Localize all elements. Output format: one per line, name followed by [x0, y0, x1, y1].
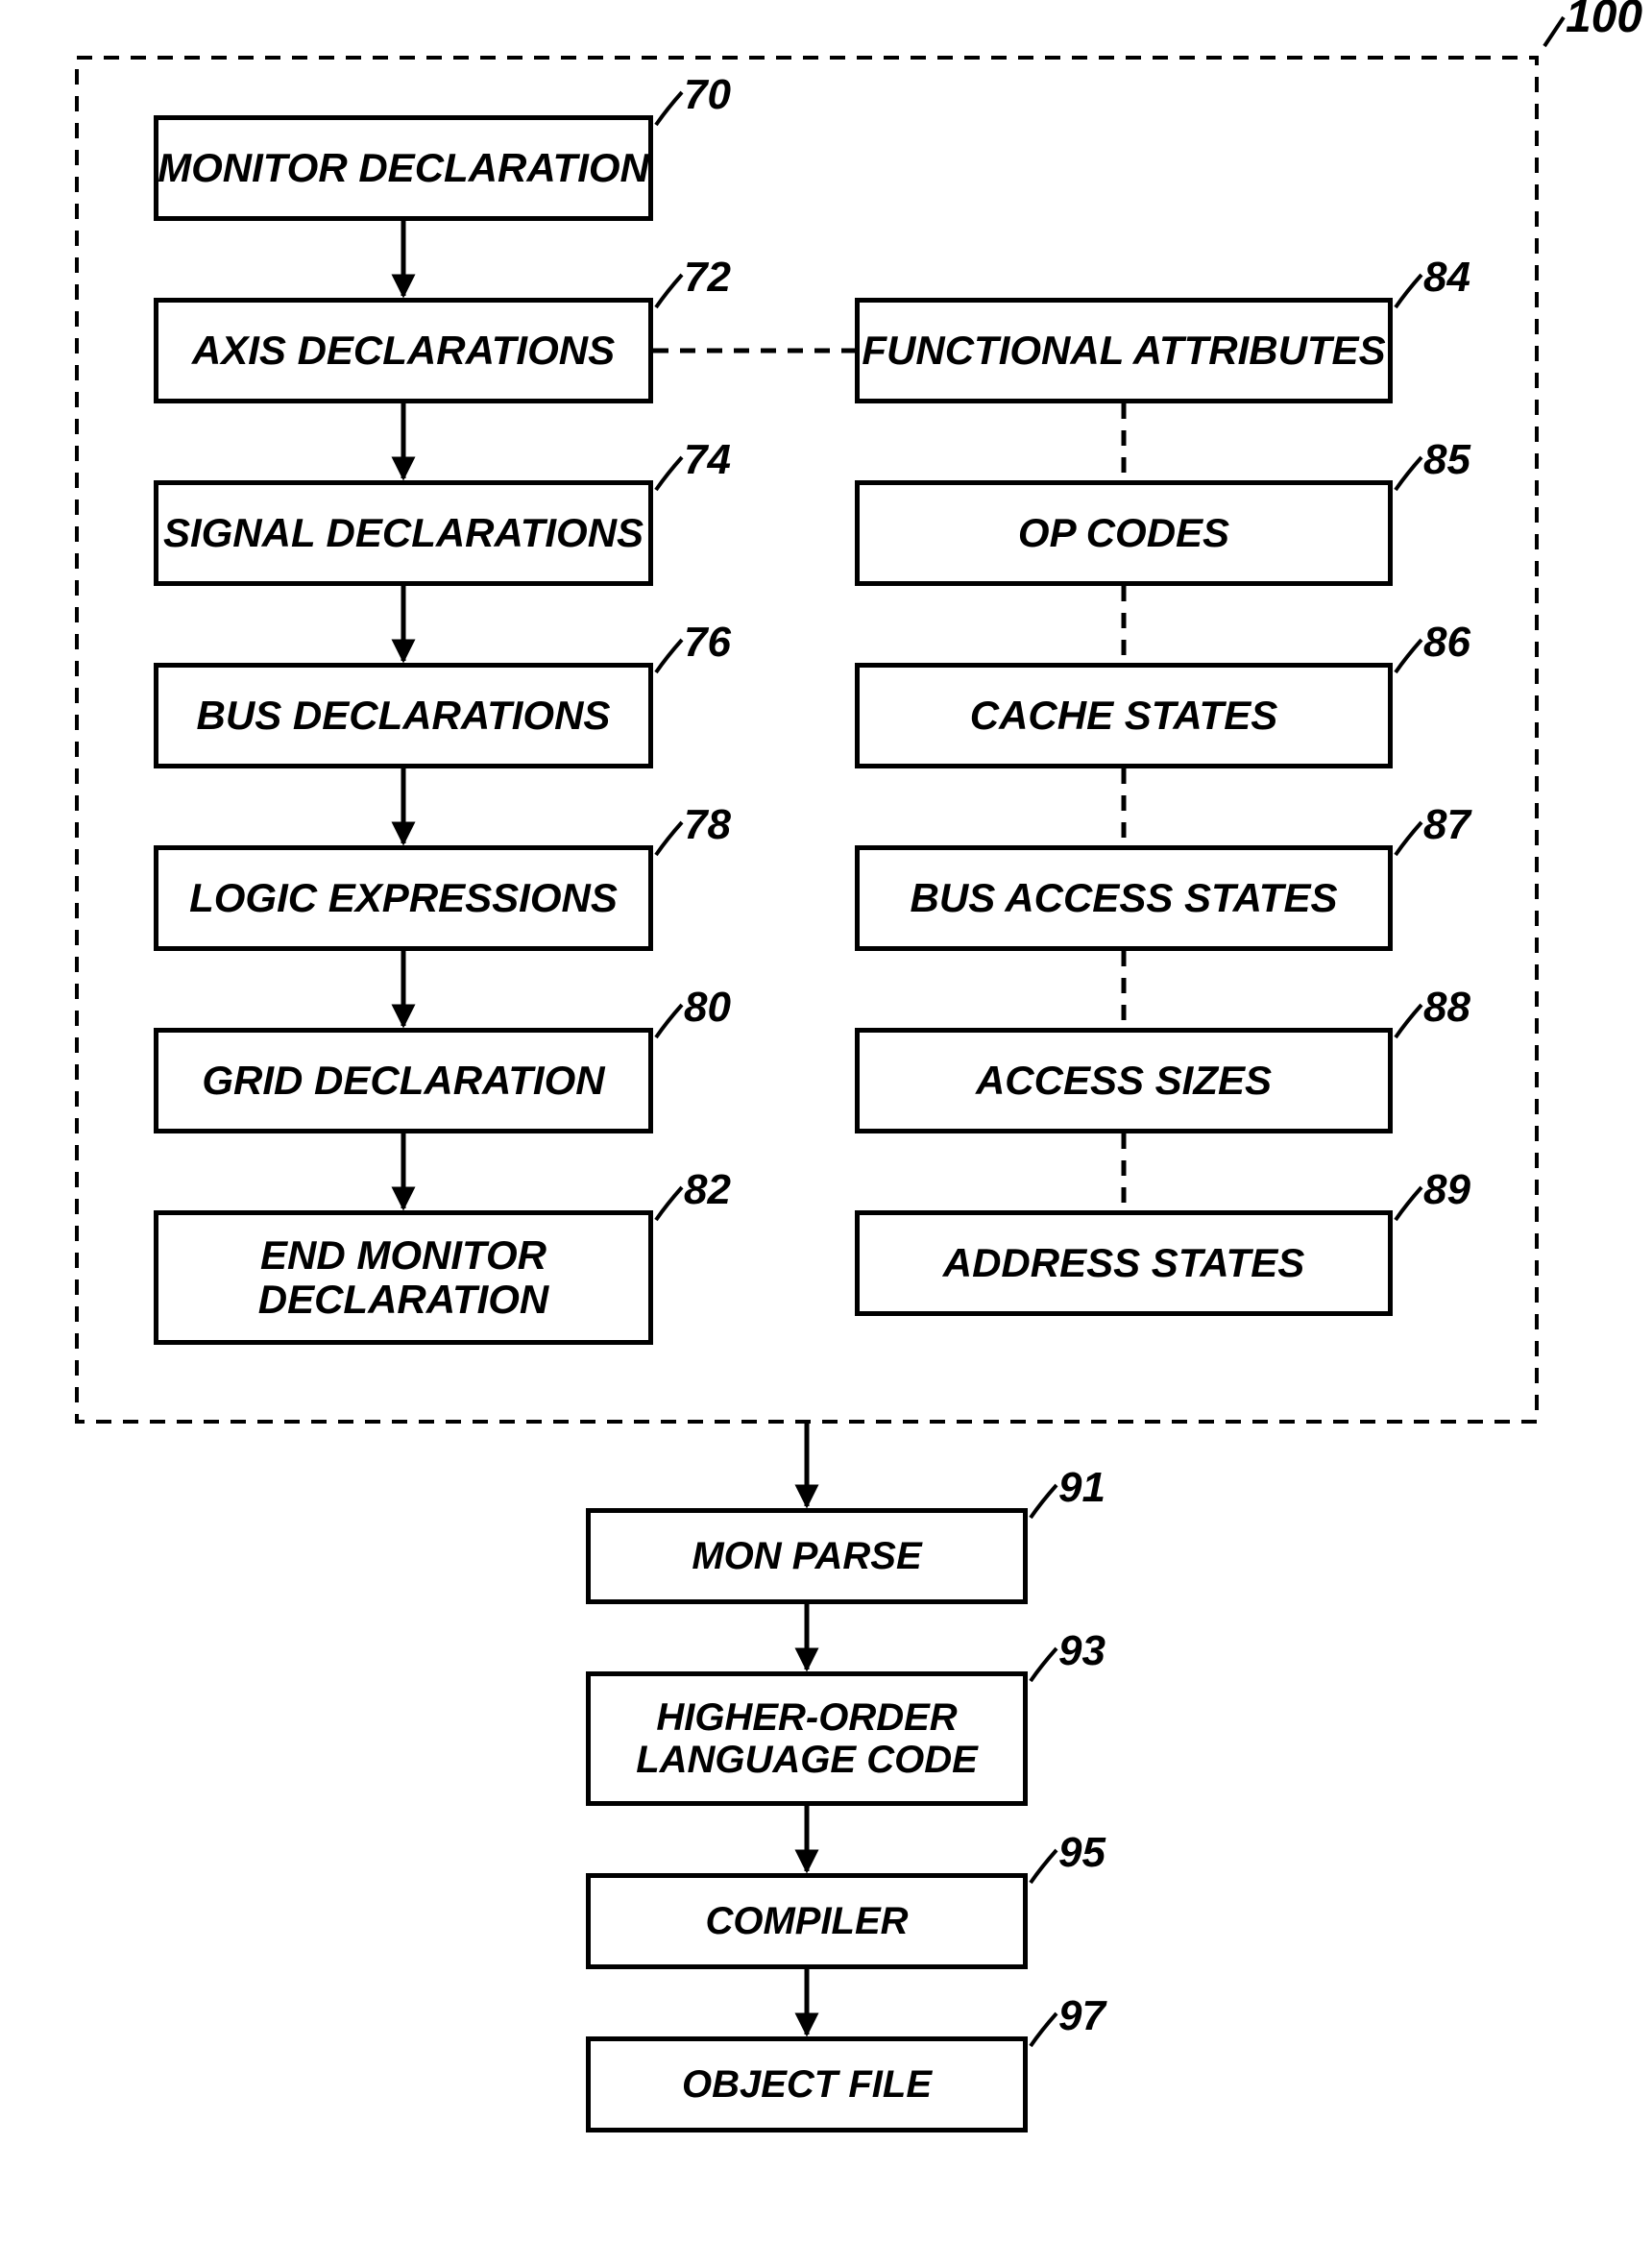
- ref-label-85: 85: [1423, 436, 1470, 484]
- ref-label-95: 95: [1058, 1829, 1105, 1877]
- node-end-monitor-declaration: END MONITOR DECLARATION: [154, 1210, 653, 1345]
- node-compiler: COMPILER: [586, 1873, 1028, 1969]
- ref-label-91: 91: [1058, 1464, 1105, 1512]
- ref-label-70: 70: [684, 71, 731, 119]
- ref-label-89: 89: [1423, 1166, 1470, 1214]
- ref-label-78: 78: [684, 801, 731, 849]
- node-grid-declaration: GRID DECLARATION: [154, 1028, 653, 1133]
- ref-label-86: 86: [1423, 619, 1470, 667]
- node-cache-states: CACHE STATES: [855, 663, 1393, 768]
- ref-label-93: 93: [1058, 1627, 1105, 1675]
- ref-label-100: 100: [1566, 0, 1642, 43]
- ref-label-80: 80: [684, 984, 731, 1032]
- ref-label-88: 88: [1423, 984, 1470, 1032]
- ref-label-82: 82: [684, 1166, 731, 1214]
- node-axis-declarations: AXIS DECLARATIONS: [154, 298, 653, 403]
- node-monitor-declaration: MONITOR DECLARATION: [154, 115, 653, 221]
- ref-label-76: 76: [684, 619, 731, 667]
- ref-label-72: 72: [684, 254, 731, 302]
- node-bus-access-states: BUS ACCESS STATES: [855, 845, 1393, 951]
- ref-label-84: 84: [1423, 254, 1470, 302]
- node-access-sizes: ACCESS SIZES: [855, 1028, 1393, 1133]
- node-object-file: OBJECT FILE: [586, 2036, 1028, 2132]
- node-bus-declarations: BUS DECLARATIONS: [154, 663, 653, 768]
- ref-label-74: 74: [684, 436, 731, 484]
- node-signal-declarations: SIGNAL DECLARATIONS: [154, 480, 653, 586]
- ref-label-97: 97: [1058, 1992, 1105, 2040]
- diagram-stage: MONITOR DECLARATION AXIS DECLARATIONS SIGN…: [0, 0, 1652, 2242]
- node-logic-expressions: LOGIC EXPRESSIONS: [154, 845, 653, 951]
- node-address-states: ADDRESS STATES: [855, 1210, 1393, 1316]
- ref-label-87: 87: [1423, 801, 1470, 849]
- node-op-codes: OP CODES: [855, 480, 1393, 586]
- node-hol-code: HIGHER-ORDER LANGUAGE CODE: [586, 1671, 1028, 1806]
- node-mon-parse: MON PARSE: [586, 1508, 1028, 1604]
- node-functional-attributes: FUNCTIONAL ATTRIBUTES: [855, 298, 1393, 403]
